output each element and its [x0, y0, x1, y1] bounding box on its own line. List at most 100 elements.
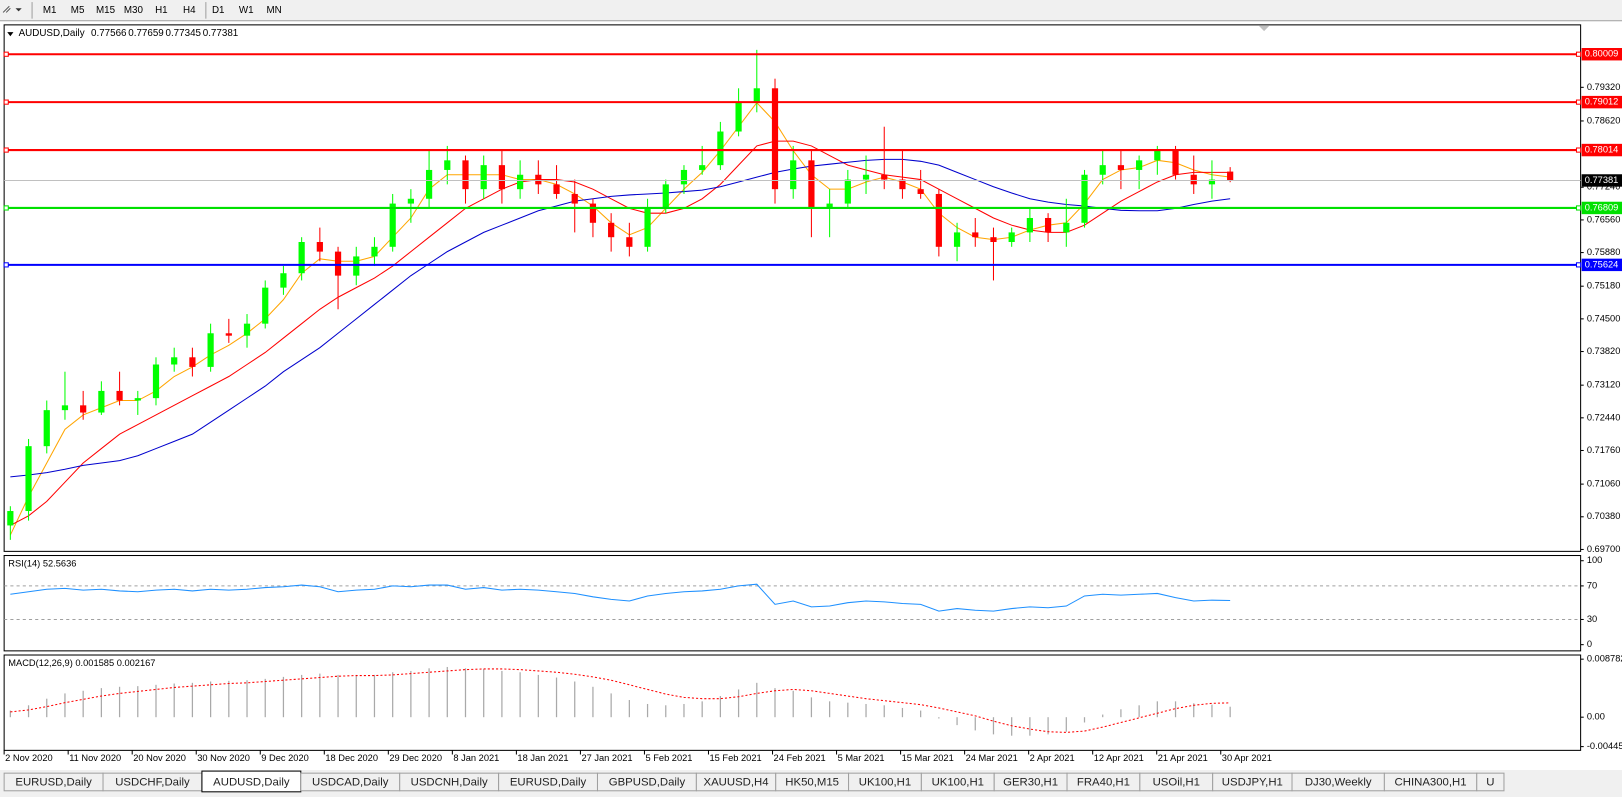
- bid-price-box: [1581, 174, 1622, 187]
- chart-tab-label[interactable]: EURUSD,Daily: [15, 776, 92, 788]
- candle-body: [407, 198, 414, 204]
- level-handle: [1575, 51, 1582, 57]
- chart-tab-label[interactable]: HK50,M15: [785, 776, 839, 788]
- x-tick-label: 2 Apr 2021: [1030, 753, 1075, 763]
- level-price-label: 0.79012: [1585, 97, 1619, 107]
- chart-tab-label[interactable]: XAUUSD,H4: [704, 776, 769, 788]
- header-ohlc-value: 0.77381: [203, 28, 238, 39]
- chart-tab-label[interactable]: USDCNH,Daily: [411, 776, 488, 788]
- candle-body: [626, 237, 633, 247]
- candle-body: [152, 364, 160, 399]
- candle-body: [1227, 171, 1234, 181]
- timeframe-button[interactable]: W1: [239, 5, 254, 16]
- x-tick-label: 5 Mar 2021: [838, 753, 885, 763]
- level-price-label: 0.78014: [1585, 145, 1619, 155]
- x-tick-label: 12 Apr 2021: [1094, 753, 1144, 763]
- candle-body: [826, 203, 833, 209]
- macd-signal-line: [10, 668, 1231, 733]
- chart-tab-label[interactable]: EURUSD,Daily: [510, 776, 587, 788]
- y-tick-label: 0.72440: [1587, 412, 1621, 422]
- chart-tab-label[interactable]: GER30,H1: [1003, 776, 1058, 788]
- candle-body: [1026, 217, 1033, 233]
- dropdown-icon[interactable]: [15, 8, 22, 12]
- y-tick-label: 0.69700: [1587, 544, 1621, 554]
- candle-body: [953, 232, 961, 247]
- header-ohlc-value: 0.77345: [166, 28, 202, 39]
- x-tick-label: 29 Dec 2020: [389, 753, 442, 763]
- candle-body: [98, 390, 105, 413]
- candle-body: [1063, 222, 1070, 233]
- chart-tab-label[interactable]: USDCAD,Daily: [312, 776, 389, 788]
- chart-tab-label[interactable]: CHINA300,H1: [1395, 776, 1467, 788]
- candle-body: [662, 184, 669, 209]
- level-price-box: [1581, 258, 1622, 272]
- x-tick-label: 18 Jan 2021: [517, 753, 568, 763]
- chart-tab-label[interactable]: DJ30,Weekly: [1305, 776, 1372, 788]
- y-tick-label: 0.00: [1587, 712, 1605, 722]
- candle-body: [316, 242, 323, 252]
- candle-body: [262, 287, 269, 324]
- chart-tab-label[interactable]: USDCHF,Daily: [115, 776, 190, 788]
- chart-tab-label[interactable]: USDJPY,H1: [1222, 776, 1283, 788]
- candle-body: [771, 88, 779, 190]
- level-price-box: [1581, 95, 1622, 109]
- price-panel-frame: [3, 24, 1582, 552]
- y-tick-label: 0.75880: [1587, 247, 1621, 257]
- chart-tab-label[interactable]: USOil,H1: [1153, 776, 1200, 788]
- candle-body: [717, 131, 724, 166]
- x-tick-label: 30 Nov 2020: [197, 753, 250, 763]
- timeframe-button[interactable]: M15: [96, 5, 116, 16]
- level-handle: [1575, 99, 1582, 105]
- candle-body: [735, 102, 742, 132]
- candle-body: [644, 208, 651, 247]
- candle-body: [25, 446, 32, 512]
- timeframe-button[interactable]: D1: [212, 5, 225, 16]
- x-tick-label: 5 Feb 2021: [645, 753, 692, 763]
- timeframe-button[interactable]: M5: [71, 5, 85, 16]
- chart-tab-label[interactable]: FRA40,H1: [1077, 776, 1130, 788]
- y-tick-label: -0.00445: [1587, 741, 1622, 751]
- candle-body: [80, 405, 87, 413]
- candle-body: [7, 511, 14, 526]
- chart-tab-label[interactable]: U: [1486, 776, 1494, 788]
- macd-panel-frame: [3, 654, 1582, 751]
- chart-tab-label[interactable]: AUDUSD,Daily: [213, 776, 290, 788]
- x-tick-label: 24 Mar 2021: [966, 753, 1018, 763]
- chart-tab-label[interactable]: UK100,H1: [859, 776, 911, 788]
- candle-body: [881, 174, 888, 180]
- candle-body: [298, 242, 305, 274]
- timeframe-button[interactable]: H1: [155, 5, 168, 16]
- candle-body: [899, 179, 906, 190]
- candle-body: [1081, 174, 1088, 223]
- candle-body: [243, 323, 251, 336]
- draw-tool-icon[interactable]: [2, 5, 11, 13]
- candle-body: [1136, 160, 1143, 170]
- candle-body: [535, 174, 542, 185]
- candle-body: [353, 256, 360, 276]
- timeframe-button[interactable]: M30: [124, 5, 144, 16]
- chart-tab[interactable]: [1476, 772, 1505, 792]
- timeframe-button[interactable]: MN: [266, 5, 281, 16]
- shift-marker: [1258, 25, 1270, 32]
- y-tick-label: 70: [1587, 580, 1597, 590]
- header-triangle: [7, 32, 14, 37]
- candle-body: [553, 184, 560, 194]
- x-tick-label: 18 Dec 2020: [325, 753, 378, 763]
- candle-body: [1154, 150, 1161, 161]
- candle-body: [935, 193, 942, 247]
- candle-body: [1208, 179, 1216, 185]
- toolbar: [0, 0, 1622, 21]
- candle-body: [589, 203, 597, 223]
- chart-tab-label[interactable]: GBPUSD,Daily: [609, 776, 686, 788]
- chart-tab-label[interactable]: UK100,H1: [932, 776, 984, 788]
- level-handle: [3, 205, 9, 211]
- timeframe-button[interactable]: H4: [183, 5, 196, 16]
- timeframe-button[interactable]: M1: [43, 5, 57, 16]
- candle-body: [225, 333, 232, 336]
- level-handle: [1575, 147, 1582, 153]
- candle-body: [517, 174, 524, 190]
- candle-body: [425, 169, 433, 199]
- candle-body: [1172, 150, 1179, 175]
